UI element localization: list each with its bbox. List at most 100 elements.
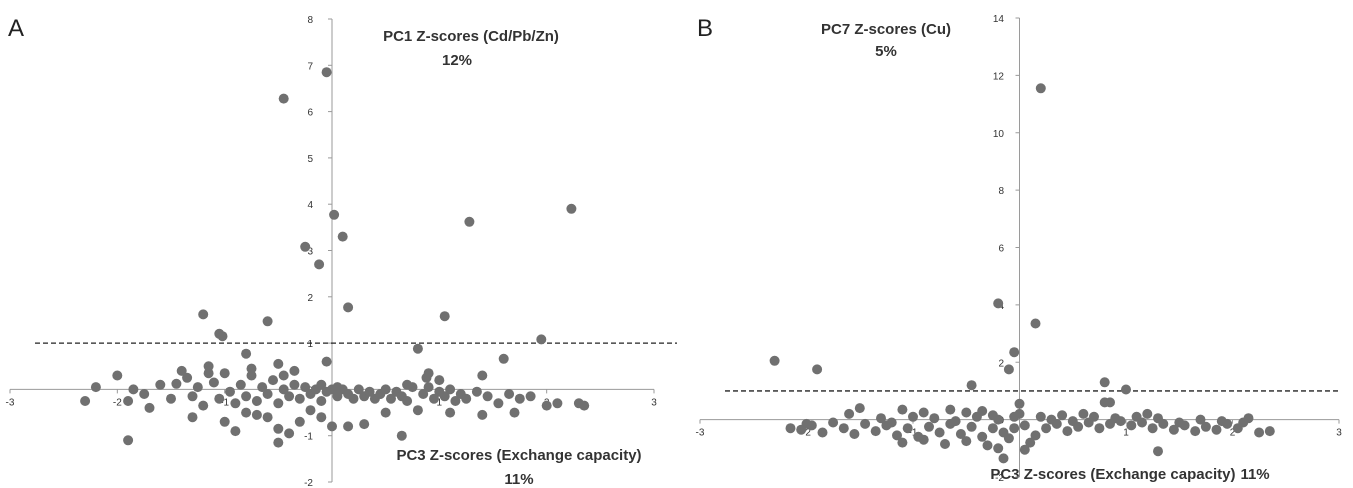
panel-a-data-point [386, 393, 396, 404]
panel-b-data-point [998, 453, 1009, 464]
panel-b-xlabel-text: PC3 Z-scores (Exchange capacity) [990, 466, 1235, 483]
panel-b-data-point [1254, 427, 1265, 438]
panel-a-y-tick-label: 2 [307, 293, 313, 304]
panel-label-a: A [8, 15, 24, 42]
panel-b-data-point [860, 418, 871, 429]
panel-a-data-point [230, 398, 241, 409]
panel-b-data-point [966, 421, 977, 432]
panel-a-data-point [278, 384, 289, 395]
panel-b-data-point [1014, 398, 1025, 409]
panel-b-data-point [1035, 83, 1046, 94]
panel-a-y-tick-label: -1 [304, 432, 313, 443]
panel-b-data-point [817, 427, 828, 438]
panel-b-data-point [1174, 417, 1185, 428]
panel-a-data-point [241, 391, 252, 402]
panel-a-data-point [155, 379, 166, 390]
panel-a-data-point [273, 423, 284, 434]
panel-a-y-tick-label: 8 [307, 15, 313, 26]
panel-a-data-point [423, 382, 434, 393]
panel-a-data-point [316, 379, 327, 390]
panel-a-data-point [294, 393, 305, 404]
panel-a-data-point [230, 426, 241, 437]
panel-b-data-point [902, 423, 913, 434]
panel-a-data-point [321, 356, 332, 367]
panel-a-data-point [203, 361, 214, 372]
panel-a-data-point [348, 393, 359, 404]
panel-b-title-percent: 5% [875, 43, 897, 60]
panel-b-data-point [1035, 411, 1046, 422]
panel-b-data-point [1019, 420, 1030, 431]
panel-a-data-point [246, 363, 257, 374]
panel-b-data-point [1057, 410, 1068, 421]
panel-b-data-point [849, 429, 860, 439]
panel-a-data-point [219, 368, 230, 379]
panel-a-data-point [321, 386, 332, 397]
panel-a-data-point [182, 372, 193, 383]
panel-a-data-point [498, 353, 509, 364]
panel-b-data-point [945, 404, 956, 415]
panel-a-data-point [380, 407, 391, 418]
panel-a-data-point [208, 377, 219, 388]
panel-a-data-point [128, 384, 139, 395]
panel-b-data-point [1147, 423, 1158, 434]
panel-b-data-point [1062, 426, 1073, 437]
panel-a-x-tick-label: 1 [437, 397, 443, 408]
panel-a-x-tick-label: -2 [113, 397, 122, 408]
panel-a-data-point [525, 391, 536, 402]
panel-a-data-point [418, 389, 429, 399]
panel-a-data-point [504, 389, 515, 399]
panel-a-data-point [251, 396, 262, 406]
panel-a-data-point [139, 389, 150, 399]
panel-b-y-tick-label: -2 [995, 473, 1004, 484]
panel-b-data-point [1099, 377, 1110, 388]
panel-b-data-point [1003, 364, 1014, 375]
panel-a-data-point [450, 396, 461, 406]
panel-a-data-point [187, 412, 198, 423]
panel-b-y-tick-label: 10 [993, 129, 1005, 140]
panel-a-data-point [305, 405, 316, 416]
panel-b-data-point [1190, 426, 1201, 437]
panel-a-data-point [321, 67, 332, 78]
panel-b-data-point [1126, 420, 1137, 431]
panel-a-data-point [90, 382, 101, 393]
panel-a-data-point [144, 402, 155, 413]
panel-a-data-point [566, 203, 577, 214]
panel-a-data-point [198, 400, 209, 411]
panel-b-data-point [1142, 408, 1153, 419]
panel-a-data-point [445, 407, 456, 418]
panel-a-data-point [579, 400, 590, 411]
panel-a-data-point [434, 375, 445, 386]
panel-a-data-point [273, 437, 284, 448]
panel-b-y-tick-label: 8 [998, 186, 1004, 197]
panel-a-title: PC1 Z-scores (Cd/Pb/Zn) [383, 28, 559, 45]
panel-b-data-point [1168, 424, 1179, 435]
panel-a-data-point [461, 393, 472, 404]
panel-a-data-point [294, 416, 305, 427]
panel-a-data-point [289, 365, 300, 376]
panel-b-data-point [950, 416, 961, 427]
panel-b-data-point [924, 421, 934, 432]
panel-a-data-point [332, 382, 343, 393]
panel-b-data-point [1216, 416, 1227, 427]
panel-a-data-point [214, 393, 225, 404]
panel-b-data-point [1195, 414, 1206, 425]
panel-a-data-point [176, 365, 187, 376]
panel-b: B PC7 Z-scores (Cu) 5% PC3 Z-scores (Exc… [696, 14, 1343, 484]
panel-b-data-point [1003, 433, 1014, 444]
panel-b-data-point [801, 418, 812, 429]
panel-b-data-point [1110, 413, 1121, 424]
panel-a-data-point [300, 241, 311, 252]
panel-b-data-point [1046, 414, 1057, 425]
panel-b-data-point [961, 436, 972, 447]
panel-a-y-tick-label: 6 [307, 108, 313, 119]
panel-b-data-point [897, 404, 908, 415]
panel-a-data-point [225, 386, 235, 397]
panel-a-data-point [300, 382, 311, 393]
panel-a-data-point [380, 384, 391, 395]
panel-a-data-point [273, 398, 284, 409]
panel-a-data-point [278, 93, 289, 104]
panel-b-y-tick-label: 12 [993, 71, 1005, 82]
panel-b-data-point [838, 423, 849, 434]
panel-a-data-point [402, 379, 413, 390]
